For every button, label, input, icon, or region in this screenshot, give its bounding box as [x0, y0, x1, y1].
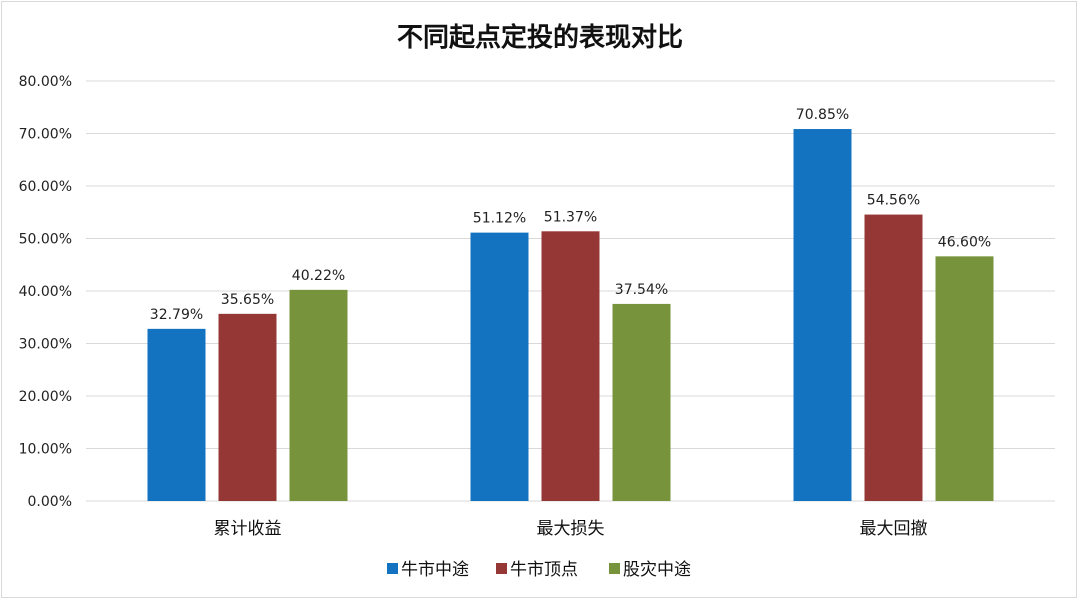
legend-label: 股灾中途 [623, 560, 691, 580]
legend-label: 牛市中途 [401, 560, 469, 580]
legend-swatch [387, 563, 398, 574]
bar [289, 289, 348, 501]
data-label: 54.56% [867, 193, 920, 209]
data-label: 32.79% [150, 307, 203, 323]
y-axis-ticks: 0.00% 10.00% 20.00% 30.00% 40.00% 50.00% 60.00… [19, 74, 72, 510]
x-category-label: 最大损失 [537, 519, 605, 539]
legend-swatch [496, 563, 507, 574]
legend: 牛市中途 牛市顶点 股灾中途 [387, 560, 691, 580]
x-axis-categories: 累计收益 最大损失 最大回撤 [214, 519, 928, 539]
bar [218, 313, 277, 501]
y-tick-label: 80.00% [19, 74, 72, 90]
y-tick-label: 20.00% [19, 389, 72, 405]
y-tick-label: 0.00% [28, 494, 72, 510]
bar [935, 256, 994, 501]
y-tick-label: 30.00% [19, 337, 72, 353]
bar [147, 328, 206, 501]
data-label: 70.85% [796, 107, 849, 123]
data-labels: 32.79% 35.65% 40.22% 51.12% 51.37% 37.54% 70.8… [150, 107, 991, 323]
bar [793, 129, 852, 501]
bar [541, 231, 600, 501]
data-label: 40.22% [292, 268, 345, 284]
bar [612, 303, 671, 501]
data-label: 51.37% [544, 209, 597, 225]
data-label: 46.60% [938, 234, 991, 250]
x-category-label: 最大回撤 [860, 519, 928, 539]
x-category-label: 累计收益 [214, 519, 282, 539]
bar [470, 232, 529, 501]
chart-title: 不同起点定投的表现对比 [397, 22, 683, 53]
legend-label: 牛市顶点 [510, 560, 578, 580]
data-label: 37.54% [615, 282, 668, 298]
y-tick-label: 10.00% [19, 442, 72, 458]
y-tick-label: 60.00% [19, 179, 72, 195]
data-label: 51.12% [473, 211, 526, 227]
data-label: 35.65% [221, 292, 274, 308]
y-tick-label: 50.00% [19, 232, 72, 248]
y-tick-label: 40.00% [19, 284, 72, 300]
legend-swatch [609, 563, 620, 574]
bars [147, 129, 994, 501]
y-tick-label: 70.00% [19, 127, 72, 143]
bar [864, 214, 923, 501]
